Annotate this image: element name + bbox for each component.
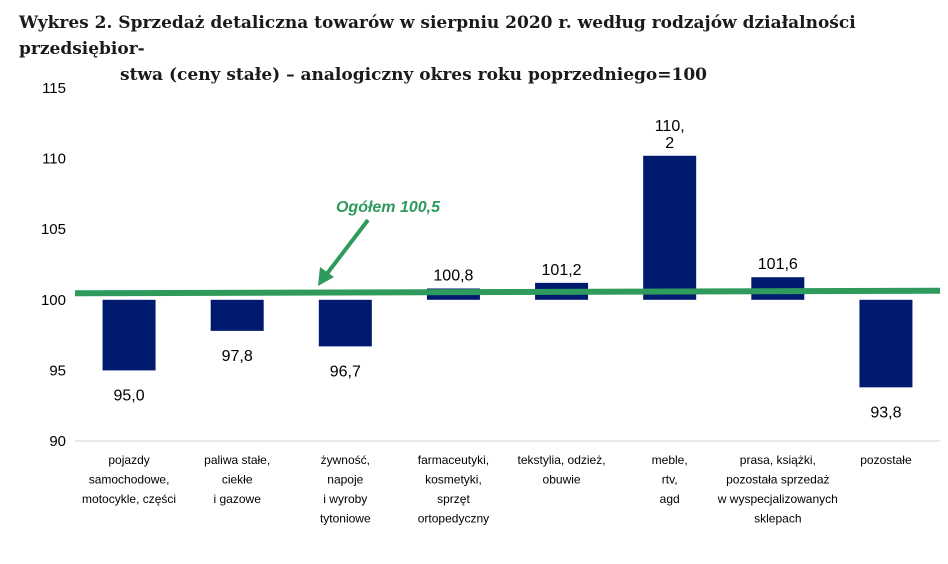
category-label: sprzęt — [437, 492, 470, 506]
data-label: 2 — [665, 135, 674, 152]
y-tick-label: 90 — [49, 433, 66, 450]
category-label: i gazowe — [214, 492, 262, 506]
bar — [859, 299, 913, 388]
y-tick-label: 105 — [41, 221, 66, 238]
y-tick-label: 100 — [41, 292, 66, 309]
category-label: i wyroby — [323, 492, 367, 506]
category-label: w wyspecjalizowanych — [717, 492, 838, 506]
annotation-arrow-shaft — [324, 218, 370, 277]
category-label: motocykle, części — [82, 492, 176, 506]
category-label: prasa, książki, — [740, 453, 816, 467]
category-label: pozostałe — [860, 453, 912, 467]
category-label: sklepach — [754, 512, 801, 526]
data-label: 110, — [655, 118, 685, 135]
data-label: 101,6 — [758, 256, 798, 273]
chart-title-line-1: Wykres 2. Sprzedaż detaliczna towarów w … — [19, 13, 856, 59]
category-label: obuwie — [543, 473, 581, 487]
category-label: meble, — [652, 453, 688, 467]
annotation-arrow-head — [318, 267, 334, 286]
y-tick-label: 115 — [42, 80, 66, 97]
bar — [643, 155, 697, 300]
category-label: pozostała sprzedaż — [726, 473, 829, 487]
reference-line-label: Ogółem 100,5 — [336, 199, 441, 216]
category-label: kosmetyki, — [425, 473, 482, 487]
bar — [318, 299, 372, 347]
chart-title-line-2: stwa (ceny stałe) – analogiczny okres ro… — [120, 65, 707, 85]
bar — [210, 299, 264, 331]
category-label: samochodowe, — [89, 473, 170, 487]
chart-title: Wykres 2. Sprzedaż detaliczna towarów w … — [0, 10, 948, 88]
category-label: napoje — [327, 473, 363, 487]
data-label: 96,7 — [330, 363, 361, 380]
data-label: 101,2 — [542, 262, 582, 279]
category-label: pojazdy — [108, 453, 149, 467]
data-label: 97,8 — [222, 348, 253, 365]
bar — [102, 299, 156, 371]
y-tick-label: 95 — [49, 362, 66, 379]
category-label: ciekłe — [222, 473, 253, 487]
category-label: agd — [660, 492, 680, 506]
data-label: 100,8 — [433, 268, 473, 285]
category-label: ortopedyczny — [418, 512, 489, 526]
y-tick-label: 110 — [42, 151, 66, 168]
reference-line — [74, 287, 941, 297]
category-label: rtv, — [662, 473, 678, 487]
category-label: paliwa stałe, — [204, 453, 270, 467]
data-label: 95,0 — [113, 387, 144, 404]
category-label: żywność, — [321, 453, 370, 467]
category-label: tekstylia, odzież, — [518, 453, 606, 467]
data-label: 93,8 — [870, 404, 901, 421]
category-label: tytoniowe — [320, 512, 371, 526]
category-label: farmaceutyki, — [418, 453, 489, 467]
